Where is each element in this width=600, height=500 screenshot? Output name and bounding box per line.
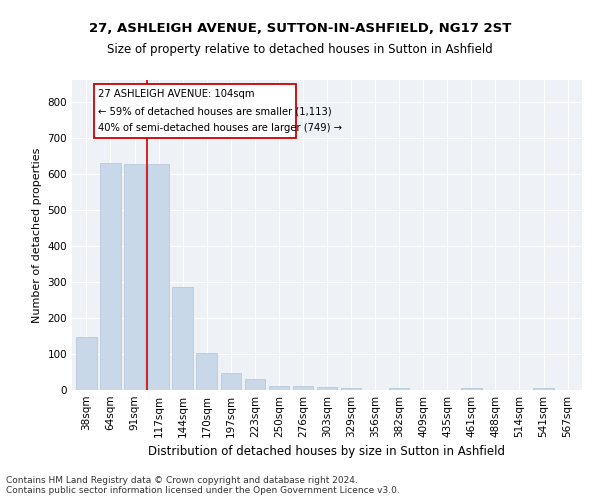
Text: 27 ASHLEIGH AVENUE: 104sqm: 27 ASHLEIGH AVENUE: 104sqm xyxy=(98,90,255,100)
Bar xyxy=(461,388,482,390)
Bar xyxy=(76,336,97,390)
Bar xyxy=(341,388,361,390)
Text: 40% of semi-detached houses are larger (749) →: 40% of semi-detached houses are larger (… xyxy=(98,124,343,134)
Bar xyxy=(124,164,145,390)
FancyBboxPatch shape xyxy=(94,84,296,138)
Bar xyxy=(269,386,289,390)
Bar xyxy=(389,388,409,390)
Bar xyxy=(196,353,217,390)
Bar xyxy=(533,388,554,390)
Bar xyxy=(172,288,193,390)
Text: Size of property relative to detached houses in Sutton in Ashfield: Size of property relative to detached ho… xyxy=(107,42,493,56)
Bar xyxy=(100,163,121,390)
Text: 27, ASHLEIGH AVENUE, SUTTON-IN-ASHFIELD, NG17 2ST: 27, ASHLEIGH AVENUE, SUTTON-IN-ASHFIELD,… xyxy=(89,22,511,36)
X-axis label: Distribution of detached houses by size in Sutton in Ashfield: Distribution of detached houses by size … xyxy=(149,446,505,458)
Bar xyxy=(245,379,265,390)
Bar xyxy=(221,373,241,390)
Bar xyxy=(317,387,337,390)
Text: Contains HM Land Registry data © Crown copyright and database right 2024.
Contai: Contains HM Land Registry data © Crown c… xyxy=(6,476,400,495)
Y-axis label: Number of detached properties: Number of detached properties xyxy=(32,148,42,322)
Bar xyxy=(293,386,313,390)
Bar xyxy=(148,164,169,390)
Text: ← 59% of detached houses are smaller (1,113): ← 59% of detached houses are smaller (1,… xyxy=(98,106,332,117)
